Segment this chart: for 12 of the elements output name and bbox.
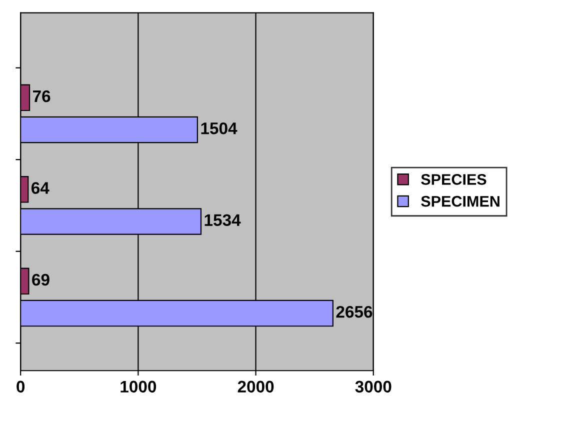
data-label: 76 (33, 90, 50, 102)
x-tick-label: 3000 (355, 380, 392, 393)
data-label: 64 (31, 182, 50, 194)
x-tick-label: 2000 (238, 380, 274, 393)
x-tick-label: 1000 (120, 380, 156, 393)
data-label: 2656 (336, 306, 372, 318)
data-label: 1504 (201, 122, 238, 134)
legend-label: SPECIMEN (421, 196, 500, 207)
data-label: 1534 (204, 214, 241, 226)
legend-label: SPECIES (421, 174, 486, 185)
x-tick-label: 0 (16, 380, 25, 393)
data-label: 69 (32, 274, 50, 286)
